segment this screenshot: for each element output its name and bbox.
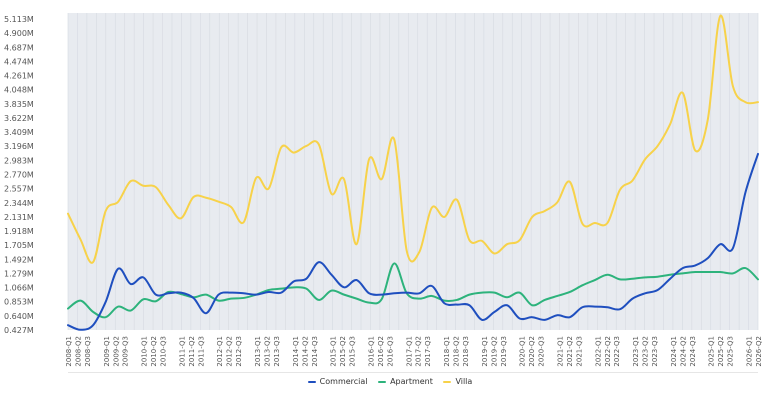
x-tick-label: 2024-Q1	[670, 336, 678, 367]
legend-swatch-apartment	[378, 380, 387, 383]
vertical-gridlines	[67, 13, 759, 330]
y-tick-label: 4.687M	[4, 43, 34, 52]
x-tick-label: 2021-Q2	[566, 336, 574, 367]
x-tick-label: 2025-Q2	[717, 336, 725, 367]
x-tick-label: 2019-Q1	[481, 336, 489, 367]
y-tick-label: 4.900M	[4, 29, 34, 38]
y-tick-label: 3.835M	[4, 100, 34, 109]
x-tick-label: 2011-Q1	[178, 336, 186, 367]
y-tick-label: 2.770M	[4, 171, 34, 180]
x-tick-label: 2012-Q1	[216, 336, 224, 367]
x-tick-label: 2025-Q1	[708, 336, 716, 367]
x-tick-label: 2014-Q3	[311, 336, 319, 367]
y-tick-label: 5.113M	[4, 15, 34, 24]
x-tick-label: 2017-Q2	[415, 336, 423, 367]
x-tick-label: 2019-Q2	[490, 336, 498, 367]
y-tick-label: 1.705M	[4, 241, 34, 250]
x-tick-label: 2012-Q2	[226, 336, 234, 367]
x-tick-label: 2022-Q3	[613, 336, 621, 367]
x-tick-label: 2023-Q2	[642, 336, 650, 367]
y-tick-label: 1.066M	[4, 284, 34, 293]
x-tick-label: 2016-Q3	[386, 336, 394, 367]
x-tick-label: 2024-Q3	[689, 336, 697, 367]
x-tick-label: 2026-Q1	[746, 336, 754, 367]
x-tick-label: 2011-Q3	[197, 336, 205, 367]
x-tick-label: 2021-Q3	[575, 336, 583, 367]
x-tick-label: 2013-Q3	[273, 336, 281, 367]
legend-item-apartment[interactable]: Apartment	[378, 377, 433, 386]
x-tick-label: 2013-Q1	[254, 336, 262, 367]
x-tick-label: 2023-Q3	[651, 336, 659, 367]
y-tick-label: 4.261M	[4, 72, 34, 81]
y-tick-label: 0.640M	[4, 312, 34, 321]
x-axis-ticks: 2008-Q1 2008-Q2 2008-Q3 2009-Q1 2009-Q2 2009-…	[65, 336, 763, 367]
x-tick-label: 2017-Q1	[405, 336, 413, 367]
x-tick-label: 2019-Q3	[500, 336, 508, 367]
x-tick-label: 2018-Q3	[462, 336, 470, 367]
legend: Commercial Apartment Villa	[0, 377, 780, 386]
y-tick-label: 3.196M	[4, 142, 34, 151]
x-tick-label: 2008-Q2	[74, 336, 82, 367]
x-tick-label: 2014-Q1	[292, 336, 300, 367]
legend-swatch-commercial	[307, 380, 316, 383]
x-tick-label: 2020-Q3	[538, 336, 546, 367]
x-tick-label: 2018-Q2	[453, 336, 461, 367]
legend-label-commercial: Commercial	[319, 377, 368, 386]
x-tick-label: 2020-Q1	[519, 336, 527, 367]
y-tick-label: 4.474M	[4, 57, 34, 66]
x-tick-label: 2022-Q1	[594, 336, 602, 367]
y-tick-label: 1.279M	[4, 269, 34, 278]
x-tick-label: 2021-Q1	[557, 336, 565, 367]
x-tick-label: 2014-Q2	[301, 336, 309, 367]
legend-divider	[68, 372, 758, 373]
y-tick-label: 2.131M	[4, 213, 34, 222]
y-tick-label: 4.048M	[4, 86, 34, 95]
y-tick-label: 0.427M	[4, 326, 34, 335]
x-tick-label: 2020-Q2	[528, 336, 536, 367]
x-tick-label: 2022-Q2	[604, 336, 612, 367]
y-tick-label: 0.853M	[4, 298, 34, 307]
y-tick-label: 3.622M	[4, 114, 34, 123]
x-tick-label: 2011-Q2	[188, 336, 196, 367]
x-tick-label: 2008-Q1	[65, 336, 73, 367]
y-tick-label: 2.557M	[4, 185, 34, 194]
legend-item-commercial[interactable]: Commercial	[307, 377, 368, 386]
x-tick-label: 2009-Q1	[103, 336, 111, 367]
legend-item-villa[interactable]: Villa	[443, 377, 472, 386]
series-line-commercial[interactable]	[67, 152, 759, 331]
series-lines	[67, 14, 759, 331]
y-tick-label: 2.344M	[4, 199, 34, 208]
legend-label-apartment: Apartment	[390, 377, 433, 386]
series-line-apartment[interactable]	[67, 262, 759, 319]
x-tick-label: 2008-Q3	[84, 336, 92, 367]
legend-label-villa: Villa	[455, 377, 473, 386]
x-tick-label: 2025-Q3	[727, 336, 735, 367]
x-tick-label: 2010-Q1	[141, 336, 149, 367]
y-tick-label: 2.983M	[4, 156, 34, 165]
x-tick-label: 2016-Q2	[377, 336, 385, 367]
x-tick-label: 2018-Q1	[443, 336, 451, 367]
y-tick-label: 3.409M	[4, 128, 34, 137]
x-tick-label: 2016-Q1	[367, 336, 375, 367]
series-line-villa[interactable]	[67, 14, 759, 264]
x-tick-label: 2013-Q2	[263, 336, 271, 367]
x-tick-label: 2010-Q3	[160, 336, 168, 367]
y-tick-label: 1.492M	[4, 255, 34, 264]
x-tick-label: 2026-Q2	[755, 336, 763, 367]
x-tick-label: 2012-Q3	[235, 336, 243, 367]
x-tick-label: 2017-Q3	[424, 336, 432, 367]
x-tick-label: 2009-Q3	[122, 336, 130, 367]
y-tick-label: 1.918M	[4, 227, 34, 236]
x-tick-label: 2023-Q1	[632, 336, 640, 367]
legend-swatch-villa	[443, 380, 452, 383]
x-tick-label: 2015-Q2	[339, 336, 347, 367]
x-tick-label: 2009-Q2	[112, 336, 120, 367]
x-tick-label: 2015-Q1	[330, 336, 338, 367]
x-tick-label: 2015-Q3	[349, 336, 357, 367]
x-tick-label: 2024-Q2	[679, 336, 687, 367]
x-tick-label: 2010-Q2	[150, 336, 158, 367]
y-axis-ticks: 5.113M 4.900M 4.687M 4.474M 4.261M 4.048M 3.83…	[4, 15, 34, 335]
plot-area	[68, 13, 758, 330]
